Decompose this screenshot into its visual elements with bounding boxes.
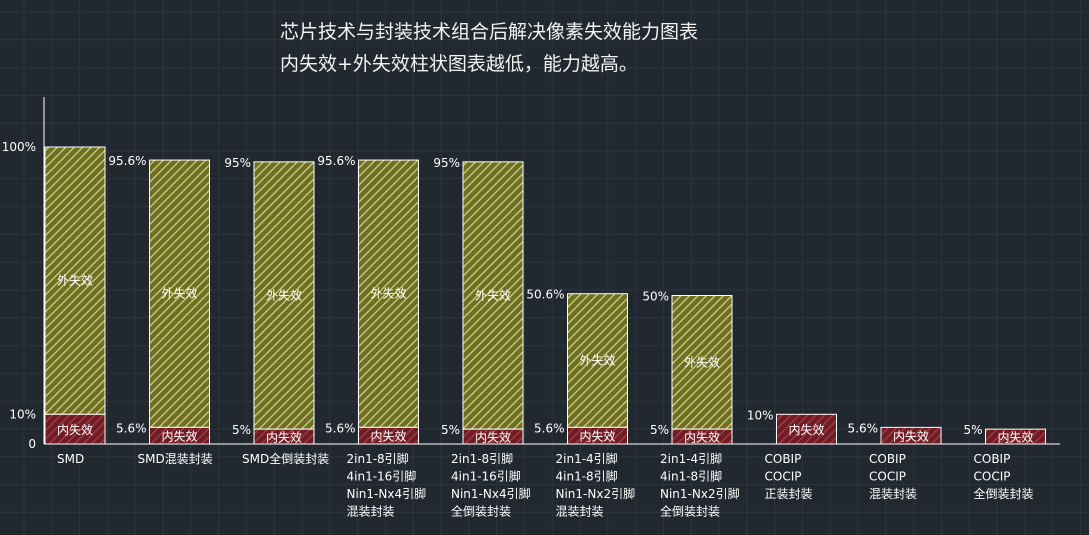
bar-inner-label: 内失效 bbox=[893, 429, 929, 444]
category-label: COBIP bbox=[765, 452, 802, 466]
bar-outer-label: 外失效 bbox=[684, 354, 720, 369]
inner-value-label: 5% bbox=[441, 423, 460, 437]
bar-inner-label: 内失效 bbox=[57, 422, 93, 437]
category-label: 4in1-8引脚 bbox=[556, 469, 618, 484]
bar-inner-failure bbox=[567, 426, 628, 445]
category-label: SMD混装封装 bbox=[138, 452, 213, 466]
category-label: 全倒装封装 bbox=[974, 486, 1034, 501]
category-label: Nin1-Nx2引脚 bbox=[660, 486, 740, 501]
bar-group: 内失效 5.6% bbox=[848, 421, 942, 445]
category-label: 混装封装 bbox=[556, 505, 604, 519]
bar-inner-label: 内失效 bbox=[997, 430, 1033, 445]
category-label: COBIP bbox=[869, 452, 906, 466]
category-label: Nin1-Nx4引脚 bbox=[347, 486, 427, 501]
inner-value-label: 10% bbox=[747, 408, 774, 422]
category-label: Nin1-Nx4引脚 bbox=[451, 486, 531, 501]
category-labels: SMD SMD混装封装 SMD全倒装封装 2in1-8引脚 4in1-16引脚 Nin1-… bbox=[57, 451, 1034, 519]
bar-inner-label: 内失效 bbox=[266, 430, 302, 445]
bar-outer-failure bbox=[462, 161, 524, 430]
bar-inner-failure bbox=[462, 428, 524, 445]
bar-outer-failure bbox=[358, 159, 419, 428]
total-value-label: 95.6% bbox=[317, 154, 355, 168]
category-label: 混装封装 bbox=[869, 487, 917, 501]
category-label: 全倒装封装 bbox=[660, 504, 720, 519]
bar-inner-failure bbox=[358, 426, 419, 445]
total-value-label: 95% bbox=[433, 156, 460, 170]
inner-value-label: 5.6% bbox=[325, 421, 356, 435]
bar-inner-failure bbox=[776, 413, 837, 445]
inner-value-label: 5% bbox=[232, 423, 251, 437]
bar-inner-failure bbox=[44, 413, 106, 445]
bar-inner-failure bbox=[671, 428, 733, 445]
category-label: 混装封装 bbox=[347, 505, 395, 519]
category-label: SMD全倒装封装 bbox=[242, 451, 329, 466]
bar-inner-label: 内失效 bbox=[579, 429, 615, 444]
bar-inner-failure bbox=[985, 428, 1046, 445]
inner-value-label: 5.6% bbox=[534, 421, 565, 435]
category-label: COBIP bbox=[974, 452, 1011, 466]
bar-outer-label: 外失效 bbox=[57, 273, 93, 288]
category-label: 2in1-8引脚 bbox=[451, 451, 513, 466]
category-label: COCIP bbox=[869, 470, 906, 484]
category-label: 4in1-16引脚 bbox=[451, 469, 521, 484]
y-tick-label: 100% bbox=[2, 140, 36, 154]
category-label: COCIP bbox=[974, 470, 1011, 484]
chart-title-line-2: 内失效+外失效柱状图表越低，能力越高。 bbox=[280, 53, 638, 75]
category-label: SMD bbox=[57, 452, 84, 466]
bar-inner-label: 内失效 bbox=[684, 430, 720, 445]
category-label: 2in1-8引脚 bbox=[347, 451, 409, 466]
category-label: 2in1-4引脚 bbox=[660, 451, 722, 466]
category-label: Nin1-Nx2引脚 bbox=[556, 486, 636, 501]
inner-value-label: 5% bbox=[650, 423, 669, 437]
y-tick-label: 0 bbox=[28, 437, 36, 451]
category-label: 4in1-16引脚 bbox=[347, 469, 417, 484]
bar-outer-label: 外失效 bbox=[579, 353, 615, 368]
bar-group: 内失效 10% bbox=[747, 408, 837, 445]
category-label: 正装封装 bbox=[765, 487, 813, 501]
bar-outer-failure bbox=[671, 295, 733, 430]
bar-inner-failure bbox=[880, 426, 942, 445]
bar-outer-failure bbox=[44, 146, 106, 415]
bar-inner-failure bbox=[253, 428, 315, 445]
chart-title-line-1: 芯片技术与封装技术组合后解决像素失效能力图表 bbox=[280, 21, 698, 43]
inner-value-label: 5% bbox=[963, 423, 982, 437]
bar-outer-failure bbox=[149, 159, 210, 428]
bar-inner-label: 内失效 bbox=[370, 429, 406, 444]
category-label: 2in1-4引脚 bbox=[556, 451, 618, 466]
bar-outer-label: 外失效 bbox=[370, 286, 406, 301]
bar-inner-label: 内失效 bbox=[788, 422, 824, 437]
bar-outer-label: 外失效 bbox=[266, 288, 302, 303]
bar-group: 内失效 5% bbox=[963, 423, 1046, 445]
y-axis-ticks: 100% 10% 0 bbox=[2, 140, 36, 451]
bar-outer-label: 外失效 bbox=[161, 286, 197, 301]
total-value-label: 50% bbox=[642, 290, 669, 304]
inner-value-label: 5.6% bbox=[848, 421, 879, 435]
bar-outer-failure bbox=[253, 161, 315, 430]
total-value-label: 95% bbox=[224, 156, 251, 170]
bar-inner-label: 内失效 bbox=[475, 430, 511, 445]
y-tick-label: 10% bbox=[9, 407, 36, 421]
bar-inner-failure bbox=[149, 426, 210, 445]
inner-value-label: 5.6% bbox=[116, 421, 147, 435]
total-value-label: 50.6% bbox=[526, 288, 564, 302]
category-label: 4in1-8引脚 bbox=[660, 469, 722, 484]
total-value-label: 95.6% bbox=[108, 154, 146, 168]
bar-outer-failure bbox=[567, 293, 628, 428]
category-label: COCIP bbox=[765, 470, 802, 484]
bars: 外失效内失效外失效内失效5.6%95.6%外失效内失效5%95%外失效内失效5.… bbox=[44, 146, 1046, 445]
bar-outer-label: 外失效 bbox=[475, 288, 511, 303]
category-label: 全倒装封装 bbox=[451, 504, 511, 519]
bar-inner-label: 内失效 bbox=[161, 429, 197, 444]
